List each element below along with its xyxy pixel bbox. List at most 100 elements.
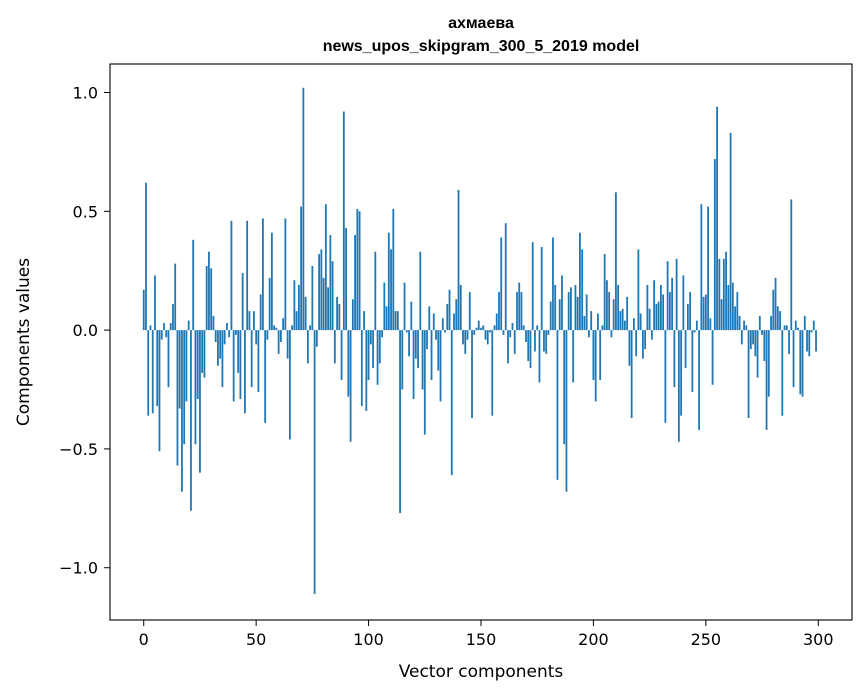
bar-44 [241,273,244,331]
bar-36 [223,330,226,345]
bar-125 [423,330,426,435]
bar-1 [145,182,147,331]
bar-73 [306,330,309,364]
bar-143 [464,330,467,354]
bar-126 [426,330,428,350]
bar-88 [340,330,343,381]
bar-193 [576,296,579,331]
bar-253 [711,330,714,385]
bar-13 [172,303,174,331]
bar-96 [358,211,361,331]
bar-68 [295,311,298,331]
bar-245 [693,330,696,333]
bar-286 [785,325,788,331]
bar-19 [185,330,188,402]
bar-103 [374,251,377,331]
bar-10 [165,330,168,338]
bar-271 [752,330,754,345]
x-tick-label: 250 [691,630,722,649]
bar-226 [650,330,653,340]
bar-199 [590,311,593,331]
bar-149 [477,320,480,331]
bar-156 [493,325,496,331]
bar-270 [749,330,752,350]
bar-5 [154,275,156,331]
bar-83 [329,235,332,331]
bar-113 [396,311,399,331]
bar-165 [513,330,516,354]
bar-139 [455,299,458,331]
bar-32 [214,330,217,342]
bar-153 [486,330,489,345]
bar-47 [248,311,251,331]
bar-176 [538,330,541,383]
bar-133 [441,318,444,331]
bar-71 [302,87,305,331]
bar-131 [437,330,440,371]
bar-204 [601,325,604,331]
bar-111 [392,208,395,331]
bar-49 [253,311,255,331]
bar-279 [770,315,772,331]
bar-100 [367,330,370,381]
bar-57 [270,232,273,331]
bar-138 [453,313,455,331]
bar-256 [718,258,721,331]
bar-225 [648,308,651,331]
bar-161 [504,223,507,331]
bar-190 [570,287,572,331]
bar-97 [360,330,363,407]
bar-261 [729,132,732,331]
bar-181 [549,301,552,331]
bar-64 [286,330,289,359]
bar-158 [498,292,500,331]
bar-46 [246,220,249,331]
bar-216 [628,330,631,366]
bar-45 [244,330,246,414]
x-axis-ticks: 0 50 100 150 200 250 300 [139,620,834,649]
bar-117 [405,330,408,333]
bar-213 [621,308,624,331]
bar-58 [273,325,276,331]
bar-53 [262,218,264,331]
bar-104 [376,330,379,385]
bar-38 [228,330,231,338]
bar-239 [680,330,683,416]
bar-224 [646,284,649,331]
bar-119 [410,301,413,331]
bar-287 [788,330,790,354]
bar-42 [237,330,240,373]
bar-298 [812,320,815,331]
bar-168 [520,292,523,331]
bar-163 [509,330,512,338]
bar-293 [801,330,804,397]
y-axis-label: Components values [14,258,34,426]
bar-76 [313,330,316,594]
bar-85 [333,330,336,364]
bar-30 [210,268,213,331]
bar-114 [399,330,401,514]
bar-236 [673,330,676,388]
bar-219 [635,330,638,357]
bar-157 [495,313,498,331]
chart-title: ахмаева [448,15,514,32]
bar-232 [664,330,667,423]
bar-152 [484,330,487,340]
bar-228 [655,303,658,331]
bar-148 [475,327,478,331]
bar-98 [363,311,365,331]
bar-188 [565,330,568,492]
bar-184 [556,330,559,480]
bar-285 [783,325,786,331]
bar-189 [567,292,570,331]
bar-170 [525,330,527,342]
bar-282 [776,306,779,331]
bar-273 [756,330,759,378]
bar-185 [558,299,561,331]
bar-211 [617,284,620,331]
bar-75 [311,265,314,331]
bar-222 [641,330,644,359]
bar-86 [336,296,338,331]
bar-129 [432,313,435,331]
bar-147 [473,330,476,335]
